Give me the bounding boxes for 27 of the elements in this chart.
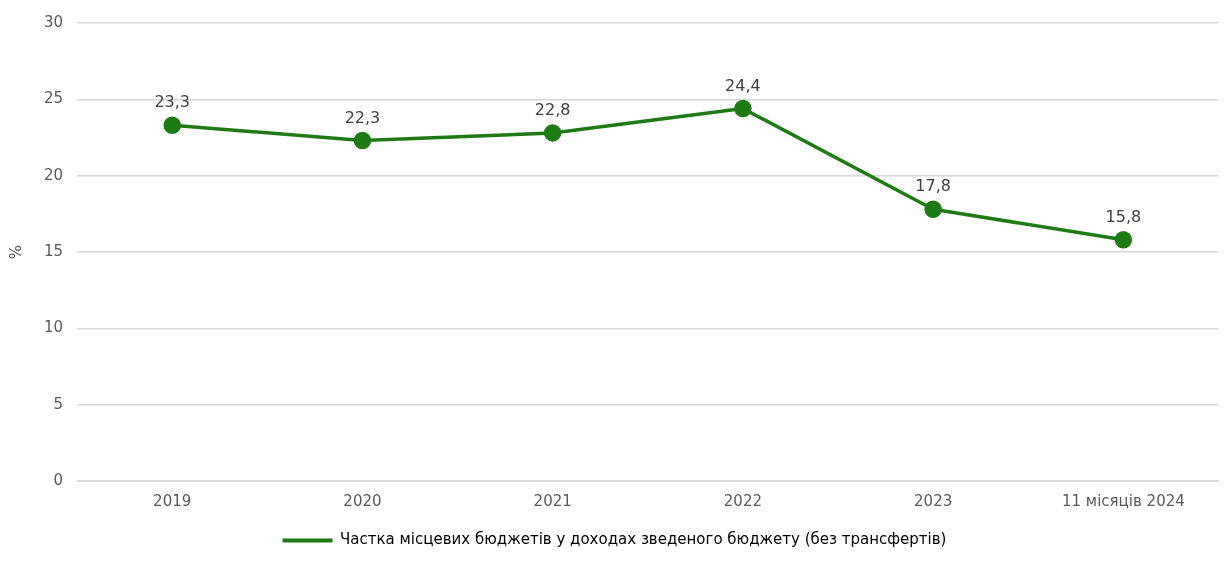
y-axis-title: % xyxy=(6,244,25,260)
y-tick-label: 15 xyxy=(43,241,64,260)
point xyxy=(353,131,372,150)
y-tick-label: 20 xyxy=(43,165,64,184)
data-label: 15,8 xyxy=(1105,206,1142,226)
data-label: 23,3 xyxy=(154,92,191,112)
data-label: 22,3 xyxy=(344,107,381,127)
x-tick-label: 11 місяців 2024 xyxy=(1061,491,1185,510)
point xyxy=(734,99,752,118)
y-tick-label: 10 xyxy=(43,318,64,337)
legend-label: Частка місцевих бюджетів у доходах зведеного бюджету (без трансфертів) xyxy=(340,530,947,549)
x-tick-label: 2022 xyxy=(723,491,762,510)
data-label: 17,8 xyxy=(915,176,951,196)
y-tick-label: 0 xyxy=(53,470,64,489)
x-tick-label: 2021 xyxy=(533,491,572,510)
x-tick-label: 2019 xyxy=(153,491,192,510)
data-label: 22,8 xyxy=(534,100,571,120)
x-tick-label: 2023 xyxy=(914,491,953,510)
x-tick-label: 2020 xyxy=(343,491,382,510)
point xyxy=(924,200,942,218)
data-label: 24,4 xyxy=(725,75,761,95)
point xyxy=(163,116,181,135)
point xyxy=(543,124,562,142)
y-tick-label: 30 xyxy=(43,12,64,31)
y-tick-label: 5 xyxy=(53,394,64,413)
point xyxy=(1114,231,1133,249)
y-tick-label: 25 xyxy=(43,89,64,108)
